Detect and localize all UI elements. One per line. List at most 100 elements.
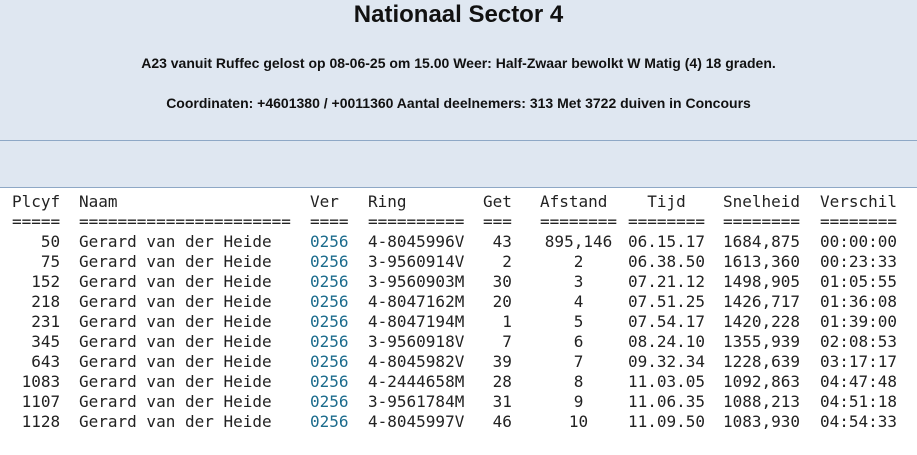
column-header: Snelheid	[723, 192, 801, 211]
table-cell: 07.21.12	[628, 272, 706, 291]
table-cell: 75	[40, 252, 61, 271]
header-band	[0, 141, 917, 188]
table-cell: 00:23:33	[820, 252, 898, 271]
table-cell: 03:17:17	[820, 352, 898, 371]
header: Nationaal Sector 4 A23 vanuit Ruffec gel…	[0, 0, 917, 141]
table-cell: 07.51.25	[628, 292, 706, 311]
table-cell: 04:51:18	[820, 392, 898, 411]
column-header: Tijd	[647, 192, 686, 211]
column-header: Afstand	[540, 192, 608, 211]
table-cell: 3-9560914V	[368, 252, 465, 271]
table-cell[interactable]: 0256	[310, 412, 349, 431]
separator: =====	[12, 212, 61, 231]
table-cell: 01:39:00	[820, 312, 898, 331]
table-cell: 43	[492, 232, 512, 251]
table-cell: 11.06.35	[628, 392, 706, 411]
table-cell: Gerard van der Heide	[79, 272, 272, 291]
table-cell: 02:08:53	[820, 332, 898, 351]
table-cell: 1498,905	[723, 272, 801, 291]
table-cell: Gerard van der Heide	[79, 292, 272, 311]
separator: ====	[310, 212, 349, 231]
table-cell: 1083,930	[723, 412, 801, 431]
table-cell: 08.24.10	[628, 332, 706, 351]
column-header: Ring	[368, 192, 407, 211]
column-header: Get	[483, 192, 512, 211]
table-cell[interactable]: 0256	[310, 292, 349, 311]
race-info: A23 vanuit Ruffec gelost op 08-06-25 om …	[141, 55, 776, 71]
table-cell: 1	[502, 312, 512, 331]
table-cell: 28	[492, 372, 512, 391]
separator: ========	[540, 212, 618, 231]
table-cell: 46	[492, 412, 512, 431]
table-cell: 231	[31, 312, 61, 331]
table-cell: 6	[573, 332, 584, 351]
table-cell: 218	[31, 292, 61, 311]
table-cell[interactable]: 0256	[310, 332, 349, 351]
table-cell: 3-9561784M	[368, 392, 465, 411]
race-info: Coordinaten: +4601380 / +0011360 Aantal …	[166, 95, 751, 111]
table-cell: 4-8045996V	[368, 232, 465, 251]
table-cell: Gerard van der Heide	[79, 392, 272, 411]
table-cell: 09.32.34	[628, 352, 706, 371]
table-cell: 00:00:00	[820, 232, 898, 251]
table-cell: 2	[502, 252, 512, 271]
table-cell: 10	[568, 412, 589, 431]
table-cell: Gerard van der Heide	[79, 372, 272, 391]
table-cell: 01:36:08	[820, 292, 898, 311]
table-cell: 1613,360	[723, 252, 801, 271]
table-cell[interactable]: 0256	[310, 232, 349, 251]
table-cell: 4-8047194M	[368, 312, 465, 331]
table-cell[interactable]: 0256	[310, 272, 349, 291]
table-cell: 895,146	[544, 232, 613, 251]
table-cell[interactable]: 0256	[310, 312, 349, 331]
table-cell: 11.09.50	[628, 412, 706, 431]
table-cell: 3-9560903M	[368, 272, 465, 291]
table-cell: 1355,939	[723, 332, 801, 351]
table-cell: 1420,228	[723, 312, 801, 331]
column-header: Ver	[310, 192, 339, 211]
table-cell: 8	[573, 372, 584, 391]
separator: ========	[820, 212, 898, 231]
table-cell: 30	[492, 272, 512, 291]
separator: ========	[723, 212, 801, 231]
table-cell: 7	[573, 352, 584, 371]
table-cell: 1426,717	[723, 292, 801, 311]
table-cell: 9	[573, 392, 584, 411]
table-cell: 2	[573, 252, 584, 271]
table-cell: 1083	[21, 372, 61, 391]
separator: ======================	[79, 212, 291, 231]
table-cell: Gerard van der Heide	[79, 312, 272, 331]
table-cell: 3	[573, 272, 584, 291]
table-cell: 1107	[21, 392, 61, 411]
table-cell: 4	[573, 292, 584, 311]
table-cell: 4-8047162M	[368, 292, 465, 311]
table-cell: 152	[31, 272, 61, 291]
table-cell: 11.03.05	[628, 372, 706, 391]
table-cell: 31	[492, 392, 512, 411]
table-cell: Gerard van der Heide	[79, 232, 272, 251]
table-cell: 50	[40, 232, 61, 251]
table-cell: 1228,639	[723, 352, 801, 371]
table-cell[interactable]: 0256	[310, 372, 349, 391]
table-cell: 643	[31, 352, 61, 371]
separator: ==========	[368, 212, 465, 231]
table-cell: 06.15.17	[628, 232, 706, 251]
title: Nationaal Sector 4	[353, 1, 564, 28]
table-cell[interactable]: 0256	[310, 352, 349, 371]
table-cell: 4-8045982V	[368, 352, 465, 371]
table-cell: 1128	[21, 412, 61, 431]
table-cell: 04:47:48	[820, 372, 898, 391]
table-cell: 4-8045997V	[368, 412, 465, 431]
table-cell[interactable]: 0256	[310, 252, 349, 271]
table-cell: Gerard van der Heide	[79, 252, 272, 271]
table-cell: 06.38.50	[628, 252, 706, 271]
table-cell: 3-9560918V	[368, 332, 465, 351]
table-cell: 345	[31, 332, 61, 351]
table-cell: 1092,863	[723, 372, 801, 391]
table-cell[interactable]: 0256	[310, 392, 349, 411]
table-cell: 5	[573, 312, 584, 331]
table-cell: 20	[492, 292, 512, 311]
separator: ========	[628, 212, 706, 231]
column-header: Naam	[79, 192, 118, 211]
